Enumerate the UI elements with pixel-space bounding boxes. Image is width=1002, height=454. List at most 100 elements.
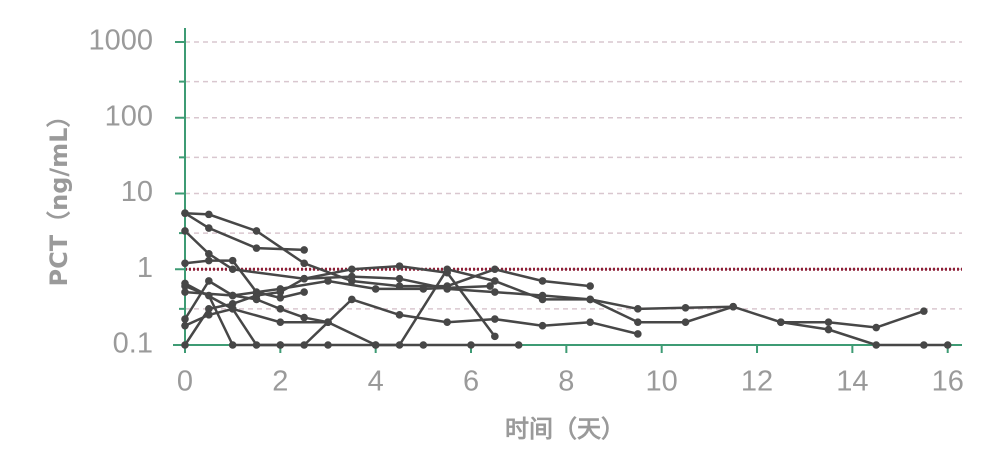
y-tick-label: 1	[137, 252, 153, 284]
data-point	[252, 244, 261, 252]
x-tick-label: 10	[646, 366, 678, 398]
data-point	[205, 311, 213, 319]
data-point	[491, 315, 499, 323]
data-point	[491, 265, 499, 274]
data-point	[491, 332, 499, 341]
y-tick-label: 0.1	[113, 328, 153, 360]
data-point	[276, 318, 285, 326]
data-point	[634, 318, 642, 326]
data-point	[824, 325, 833, 334]
y-tick-label: 1000	[88, 25, 153, 57]
data-point	[348, 272, 356, 281]
data-point	[228, 341, 237, 349]
x-axis-title: 时间（天）	[505, 415, 625, 443]
data-point	[777, 318, 785, 326]
data-point	[729, 302, 737, 311]
data-point	[252, 341, 261, 349]
data-point	[419, 341, 428, 349]
data-point	[205, 277, 213, 285]
data-point	[514, 341, 523, 349]
y-axis-title: PCT（ng/mL）	[45, 104, 73, 287]
data-point	[681, 303, 690, 312]
series-line	[184, 230, 925, 329]
data-point	[252, 227, 261, 235]
data-point	[300, 274, 308, 283]
data-point	[276, 293, 285, 302]
data-point	[181, 288, 189, 296]
data-point	[205, 224, 213, 232]
data-point	[324, 277, 332, 285]
data-point	[276, 305, 285, 313]
series-line	[183, 279, 639, 336]
data-point	[324, 318, 332, 326]
data-point	[181, 259, 189, 268]
data-point	[538, 321, 547, 330]
y-tick-label: 10	[121, 176, 153, 208]
data-point	[300, 341, 308, 349]
data-point	[538, 295, 547, 304]
data-point	[371, 341, 380, 349]
data-point	[181, 279, 189, 288]
data-point	[920, 341, 928, 349]
data-point	[300, 313, 308, 322]
data-point	[872, 323, 880, 332]
data-point	[371, 285, 380, 293]
data-point	[538, 277, 547, 285]
data-point	[491, 288, 499, 296]
data-point	[491, 277, 499, 285]
data-point	[943, 341, 952, 349]
data-point	[920, 307, 928, 315]
series-line	[184, 259, 305, 300]
data-point	[486, 282, 494, 290]
data-point	[276, 285, 285, 293]
x-tick-label: 12	[741, 366, 773, 398]
data-point	[395, 274, 404, 283]
data-point	[586, 318, 594, 326]
series-line	[183, 264, 496, 346]
series-line	[184, 212, 305, 252]
data-point	[300, 246, 308, 254]
data-point	[586, 295, 594, 304]
x-tick-label: 4	[368, 366, 384, 398]
data-point	[681, 318, 690, 326]
data-point	[181, 227, 189, 235]
data-point	[181, 321, 189, 330]
series-line	[184, 211, 591, 288]
data-point	[181, 315, 189, 323]
data-point	[419, 285, 428, 293]
data-point	[395, 262, 404, 270]
data-point	[324, 341, 332, 349]
data-point	[181, 209, 189, 217]
data-point	[634, 305, 642, 313]
data-point	[228, 256, 237, 265]
data-point	[252, 295, 261, 304]
data-point	[872, 341, 880, 349]
data-point	[205, 249, 213, 258]
data-point	[300, 288, 308, 296]
data-point	[228, 265, 237, 274]
data-point	[443, 265, 451, 274]
data-point	[300, 259, 308, 268]
x-tick-label: 16	[932, 366, 964, 398]
data-point	[824, 318, 833, 326]
data-point	[276, 341, 285, 349]
data-point	[228, 305, 237, 313]
y-tick-label: 100	[105, 100, 153, 132]
x-tick-label: 8	[558, 366, 574, 398]
data-point	[467, 341, 475, 349]
x-tick-label: 0	[177, 366, 193, 398]
data-point	[205, 256, 213, 265]
data-point	[443, 318, 451, 326]
data-point	[395, 311, 404, 319]
x-tick-label: 2	[272, 366, 288, 398]
data-point	[348, 265, 356, 274]
data-point	[205, 305, 213, 313]
data-point	[205, 210, 213, 219]
data-point	[395, 341, 404, 349]
data-point	[181, 341, 189, 349]
x-tick-label: 14	[836, 366, 868, 398]
data-point	[634, 330, 642, 338]
data-point	[586, 282, 594, 290]
data-point	[228, 291, 237, 300]
